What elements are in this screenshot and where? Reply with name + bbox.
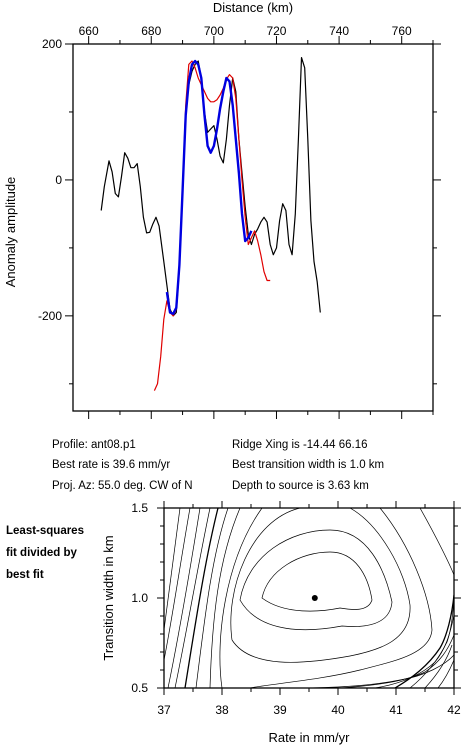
contour-plot-frame <box>163 507 455 689</box>
contour-line <box>239 529 393 631</box>
y-tick-label: 0 <box>55 173 62 187</box>
contour-line <box>424 644 453 688</box>
contour-line <box>419 508 454 576</box>
best-fit-point <box>311 595 318 601</box>
contour-line <box>394 594 454 688</box>
contour-x-axis-label: Rate in mm/yr <box>269 730 351 745</box>
profile-series-line <box>153 60 271 391</box>
contour-line <box>437 659 454 688</box>
contour-line <box>164 508 181 631</box>
y-tick-label: 1.0 <box>131 591 148 605</box>
profile-chart: 660 680 700 720 740 760 200 0 -200 Distance (km)… <box>3 0 441 419</box>
profile-series-line <box>165 59 253 315</box>
y-tick-label: 0.5 <box>131 681 148 695</box>
x-tick-label: 42 <box>447 703 461 717</box>
y-tick-label: 1.5 <box>131 501 148 515</box>
contour-y-axis-label: Transition width in km <box>101 535 116 660</box>
contour-line <box>174 508 211 688</box>
profile-series-line <box>100 57 321 317</box>
profile-x-axis-label: Distance (km) <box>213 0 293 15</box>
profile-y-axis-label: Anomaly amplitude <box>3 177 18 288</box>
depth-to-source: Depth to source is 3.63 km <box>232 480 369 492</box>
x-tick-label: 38 <box>215 703 229 717</box>
ridge-crossing: Ridge Xing is -14.44 66.16 <box>232 439 368 451</box>
contour-line <box>339 634 454 688</box>
note-line-1: Least-squares <box>6 525 84 537</box>
x-tick-label: 660 <box>79 24 99 38</box>
profile-ticks: 660 680 700 720 740 760 200 0 -200 <box>38 24 441 419</box>
contour-line <box>164 508 191 661</box>
profile-series <box>100 57 321 391</box>
info-block: Profile: ant08.p1 Best rate is 39.6 mm/y… <box>52 439 384 492</box>
note-line-2: fit divided by <box>6 547 78 559</box>
x-tick-label: 740 <box>329 24 349 38</box>
contour-line <box>209 508 241 688</box>
x-tick-label: 41 <box>389 703 403 717</box>
x-tick-label: 680 <box>141 24 161 38</box>
x-tick-label: 700 <box>204 24 224 38</box>
contour-line <box>184 508 219 688</box>
profile-name: Profile: ant08.p1 <box>52 439 136 451</box>
x-tick-label: 37 <box>157 703 171 717</box>
best-transition-width: Best transition width is 1.0 km <box>232 459 384 471</box>
misfit-contours <box>164 508 454 688</box>
contour-line <box>219 508 433 688</box>
contour-line <box>167 508 201 688</box>
contour-ticks: 37 38 39 40 41 42 1.5 1.0 0.5 <box>131 501 461 717</box>
x-tick-label: 40 <box>331 703 345 717</box>
y-tick-label: 200 <box>42 37 62 51</box>
contour-line <box>261 551 373 612</box>
x-tick-label: 39 <box>273 703 287 717</box>
contour-chart: 37 38 39 40 41 42 1.5 1.0 0.5 Rate in mm/yr Tran… <box>101 501 461 745</box>
contour-legend-note: Least-squares fit divided by best fit <box>6 525 84 581</box>
profile-plot-frame <box>72 43 434 412</box>
contour-line <box>195 508 229 688</box>
note-line-3: best fit <box>6 569 44 581</box>
x-tick-label: 760 <box>392 24 412 38</box>
best-rate: Best rate is 39.6 mm/yr <box>52 459 170 471</box>
y-tick-label: -200 <box>38 309 62 323</box>
contour-line <box>230 508 411 663</box>
x-tick-label: 720 <box>266 24 286 38</box>
projection-azimuth: Proj. Az: 55.0 deg. CW of N <box>52 480 193 492</box>
